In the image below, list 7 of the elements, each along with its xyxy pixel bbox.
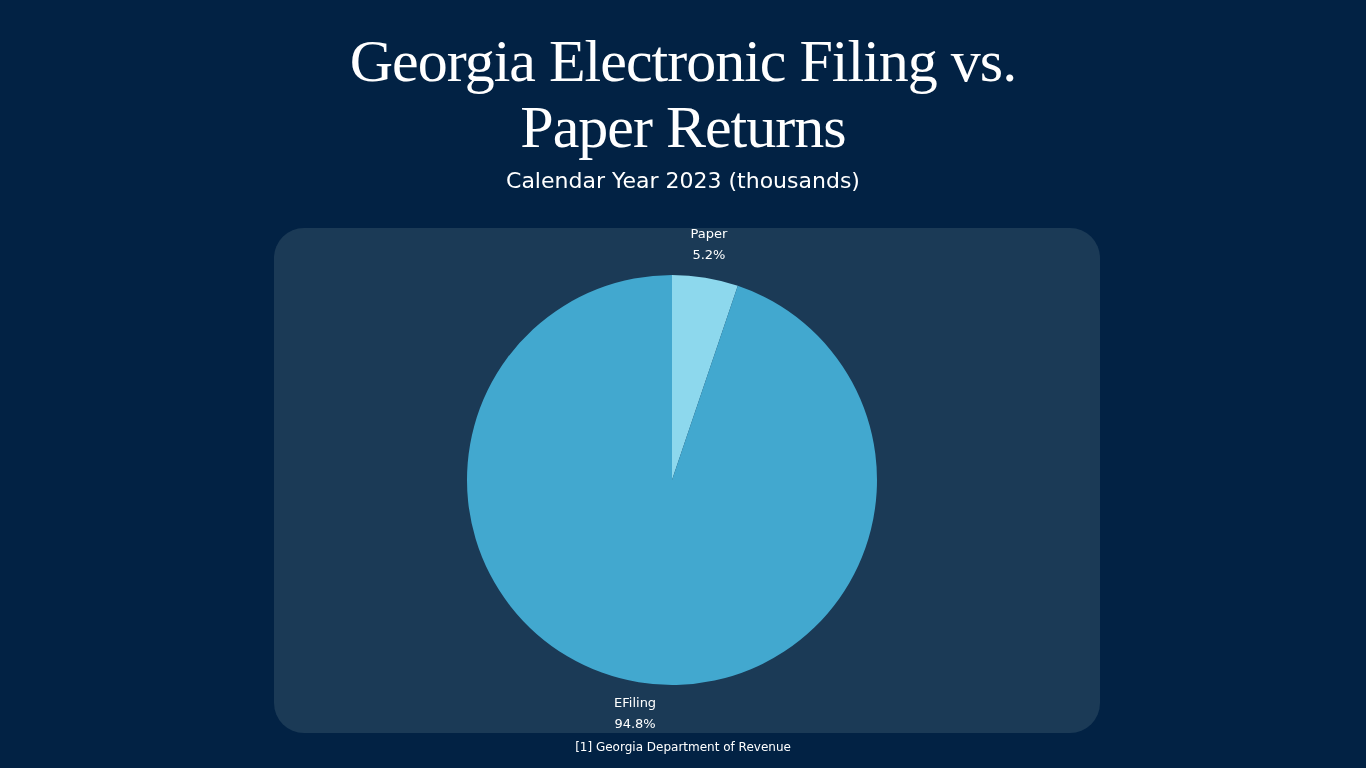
chart-subtitle: Calendar Year 2023 (thousands) bbox=[505, 168, 861, 193]
text: [1] Georgia Department of Revenue bbox=[574, 740, 792, 754]
chart-title: Georgia Electronic Filing vs. Paper Returns bbox=[348, 28, 1018, 160]
slice-label: Paper bbox=[690, 226, 728, 242]
data-label: 5.2% bbox=[692, 247, 726, 263]
slice-label: EFiling bbox=[614, 695, 657, 711]
data-label: 94.8% bbox=[614, 716, 656, 732]
